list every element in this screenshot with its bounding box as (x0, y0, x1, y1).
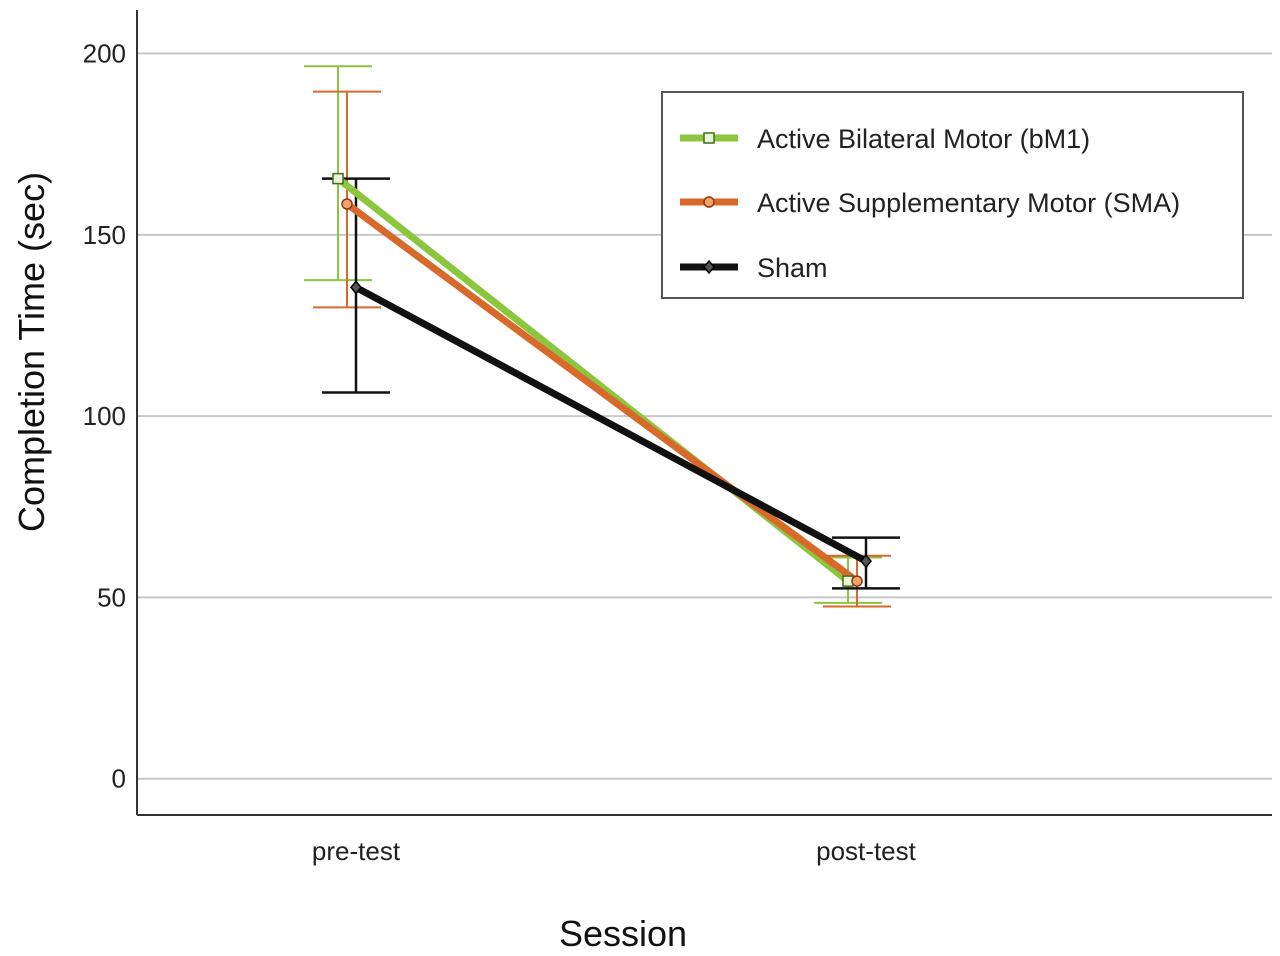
legend: Active Bilateral Motor (bM1) Active Suppl… (661, 91, 1244, 299)
series-markers (332, 172, 872, 587)
legend-label: Active Bilateral Motor (bM1) (757, 124, 1090, 154)
y-axis-title: Completion Time (sec) (11, 172, 52, 532)
y-tick-label: 0 (112, 764, 126, 794)
data-point (860, 553, 872, 569)
legend-label: Active Supplementary Motor (SMA) (757, 188, 1180, 218)
y-tick-label: 100 (83, 401, 126, 431)
y-tick-label: 200 (83, 39, 126, 69)
data-point (703, 132, 715, 144)
legend-box (661, 91, 1244, 299)
x-tick-labels: pre-test post-test (312, 836, 917, 866)
series-line (343, 200, 861, 585)
legend-label: Sham (757, 253, 828, 283)
data-point (341, 198, 353, 210)
x-tick-label: pre-test (312, 836, 401, 866)
y-tick-label: 50 (97, 582, 126, 612)
data-point (851, 575, 863, 587)
series-line (352, 283, 870, 565)
x-axis-title: Session (559, 913, 687, 954)
data-point (703, 259, 715, 275)
data-point (350, 280, 362, 295)
data-point (703, 196, 715, 208)
y-tick-labels: 0 50 100 150 200 (83, 39, 126, 794)
series-lines (334, 175, 870, 585)
x-tick-label: post-test (816, 836, 916, 866)
y-tick-label: 150 (83, 220, 126, 250)
legend-items: Active Bilateral Motor (bM1) Active Suppl… (680, 124, 1180, 283)
data-point (332, 172, 344, 185)
